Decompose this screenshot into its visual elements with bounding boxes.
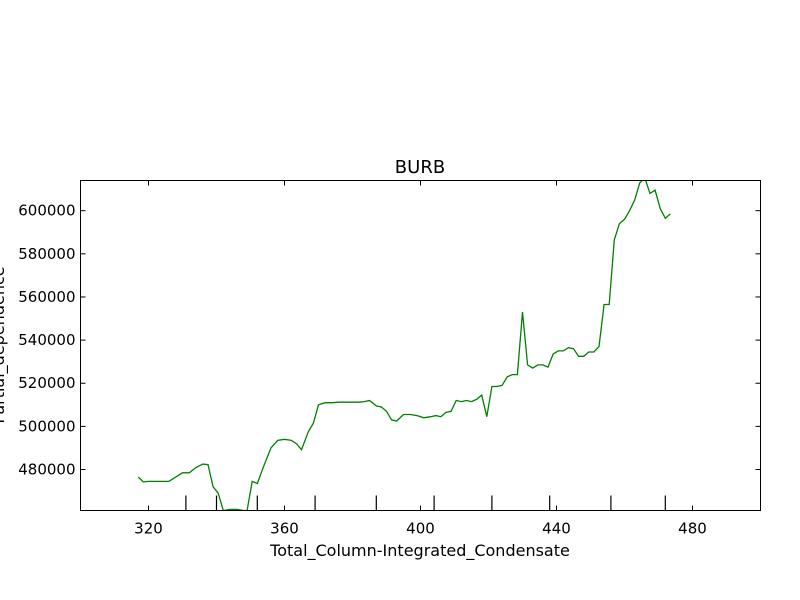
y-axis-label: Partial_dependence xyxy=(0,266,9,423)
y-tick-label: 600000 xyxy=(18,202,75,220)
chart-title: BURB xyxy=(395,157,445,178)
series-line-partial-dependence xyxy=(137,180,671,511)
x-axis: 320 360 400 440 480 xyxy=(134,180,707,538)
x-axis-label: Total_Column-Integrated_Condensate xyxy=(269,541,570,561)
y-tick-label: 520000 xyxy=(18,374,75,392)
y-tick-label: 540000 xyxy=(18,331,75,349)
y-tick-label: 500000 xyxy=(18,417,75,435)
x-tick-label: 320 xyxy=(134,520,163,538)
y-tick-label: 580000 xyxy=(18,245,75,263)
x-tick-label: 360 xyxy=(270,520,299,538)
y-tick-label: 560000 xyxy=(18,288,75,306)
x-tick-label: 480 xyxy=(678,520,707,538)
y-tick-label: 480000 xyxy=(18,461,75,479)
decile-rug-marks xyxy=(185,495,666,511)
x-tick-label: 440 xyxy=(542,520,571,538)
x-tick-label: 400 xyxy=(406,520,435,538)
plot-frame xyxy=(80,180,761,511)
series-layer xyxy=(137,180,671,511)
y-axis: 480000 500000 520000 540000 560000 580000 6000… xyxy=(18,202,761,479)
